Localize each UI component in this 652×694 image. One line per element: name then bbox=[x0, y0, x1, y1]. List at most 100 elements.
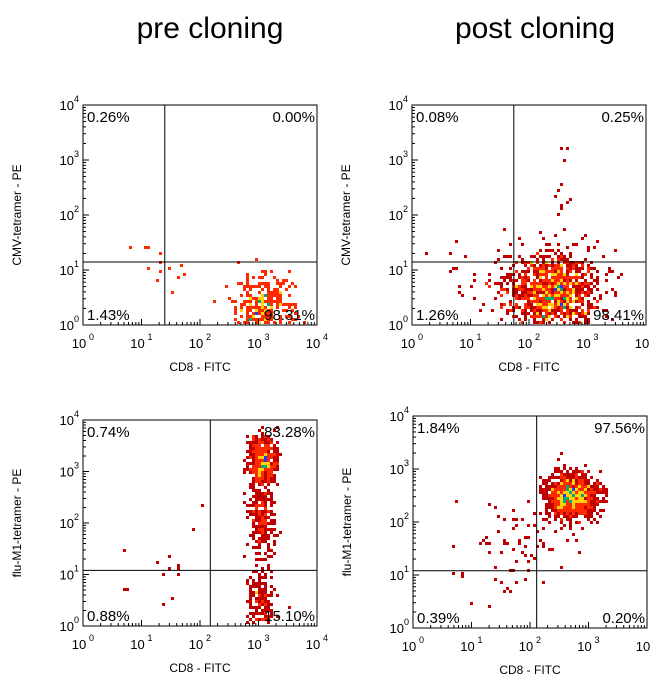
event-cell bbox=[270, 309, 273, 312]
event-cell bbox=[243, 501, 246, 504]
event-cell bbox=[548, 488, 551, 491]
event-cell bbox=[542, 542, 545, 545]
event-cell bbox=[557, 506, 560, 509]
event-cell bbox=[590, 267, 593, 270]
event-cell bbox=[512, 548, 515, 551]
event-cell bbox=[554, 252, 557, 255]
event-cell bbox=[566, 518, 569, 521]
event-cell bbox=[255, 474, 258, 477]
y-tick-label: 10 bbox=[60, 318, 74, 333]
event-cell bbox=[560, 479, 563, 482]
event-cell bbox=[249, 456, 252, 459]
event-cell bbox=[578, 479, 581, 482]
event-cell bbox=[593, 285, 596, 288]
event-cell bbox=[542, 527, 545, 530]
event-cell bbox=[563, 464, 566, 467]
event-cell bbox=[521, 321, 524, 324]
event-cell bbox=[258, 438, 261, 441]
event-cell bbox=[500, 306, 503, 309]
event-cell bbox=[581, 482, 584, 485]
event-cell bbox=[545, 506, 548, 509]
event-cell bbox=[524, 309, 527, 312]
event-cell bbox=[587, 306, 590, 309]
event-cell bbox=[575, 321, 578, 324]
axis-ticks bbox=[82, 104, 318, 326]
event-cell bbox=[560, 485, 563, 488]
event-cell bbox=[575, 467, 578, 470]
event-cell bbox=[584, 294, 587, 297]
event-cell bbox=[258, 453, 261, 456]
event-cell bbox=[545, 312, 548, 315]
event-cell bbox=[261, 456, 264, 459]
event-cell bbox=[584, 315, 587, 318]
event-cell bbox=[539, 485, 542, 488]
event-cell bbox=[267, 528, 270, 531]
event-cell bbox=[542, 494, 545, 497]
event-cell bbox=[294, 306, 297, 309]
event-cell bbox=[249, 486, 252, 489]
event-cell bbox=[258, 582, 261, 585]
event-cell bbox=[569, 476, 572, 479]
event-cell bbox=[156, 279, 159, 282]
event-cell bbox=[249, 297, 252, 300]
event-cell bbox=[530, 264, 533, 267]
event-cell bbox=[264, 456, 267, 459]
event-cell bbox=[560, 452, 563, 455]
event-cell bbox=[563, 300, 566, 303]
event-cell bbox=[530, 315, 533, 318]
x-tick-label: 10 bbox=[72, 336, 86, 351]
event-cell bbox=[255, 477, 258, 480]
event-cell bbox=[542, 303, 545, 306]
event-cell bbox=[261, 294, 264, 297]
event-cell bbox=[545, 318, 548, 321]
event-cell bbox=[566, 279, 569, 282]
event-cell bbox=[246, 621, 249, 624]
event-cell bbox=[560, 512, 563, 515]
event-cell bbox=[261, 432, 264, 435]
event-cell bbox=[521, 243, 524, 246]
event-cell bbox=[548, 309, 551, 312]
event-cell bbox=[533, 264, 536, 267]
event-cell bbox=[533, 291, 536, 294]
event-cell bbox=[261, 501, 264, 504]
event-cell bbox=[470, 602, 473, 605]
event-cell bbox=[581, 485, 584, 488]
event-cell bbox=[542, 279, 545, 282]
event-cell bbox=[560, 258, 563, 261]
event-cell bbox=[258, 531, 261, 534]
event-cell bbox=[545, 297, 548, 300]
event-cell bbox=[545, 249, 548, 252]
event-cell bbox=[267, 594, 270, 597]
event-cell bbox=[584, 515, 587, 518]
event-cell bbox=[551, 261, 554, 264]
event-cell bbox=[569, 515, 572, 518]
event-cell bbox=[569, 503, 572, 506]
event-cell bbox=[560, 491, 563, 494]
event-cell bbox=[279, 291, 282, 294]
event-cell bbox=[452, 545, 455, 548]
event-cell bbox=[581, 491, 584, 494]
event-cell bbox=[542, 255, 545, 258]
event-cell bbox=[270, 612, 273, 615]
x-tick-label: 10 bbox=[306, 336, 320, 351]
event-cell bbox=[264, 537, 267, 540]
event-cell bbox=[261, 570, 264, 573]
event-cell bbox=[273, 444, 276, 447]
event-cell bbox=[575, 306, 578, 309]
event-cell bbox=[273, 462, 276, 465]
event-cell bbox=[258, 480, 261, 483]
event-cell bbox=[503, 228, 506, 231]
event-cell bbox=[572, 243, 575, 246]
event-cell bbox=[270, 531, 273, 534]
event-cell bbox=[542, 479, 545, 482]
event-cell bbox=[524, 294, 527, 297]
event-cell bbox=[587, 288, 590, 291]
y-tick-label: 10 bbox=[60, 208, 74, 223]
event-cell bbox=[560, 285, 563, 288]
event-density-layer bbox=[425, 147, 623, 324]
event-cell bbox=[159, 270, 162, 273]
event-cell bbox=[255, 285, 258, 288]
event-cell bbox=[518, 255, 521, 258]
event-cell bbox=[539, 273, 542, 276]
